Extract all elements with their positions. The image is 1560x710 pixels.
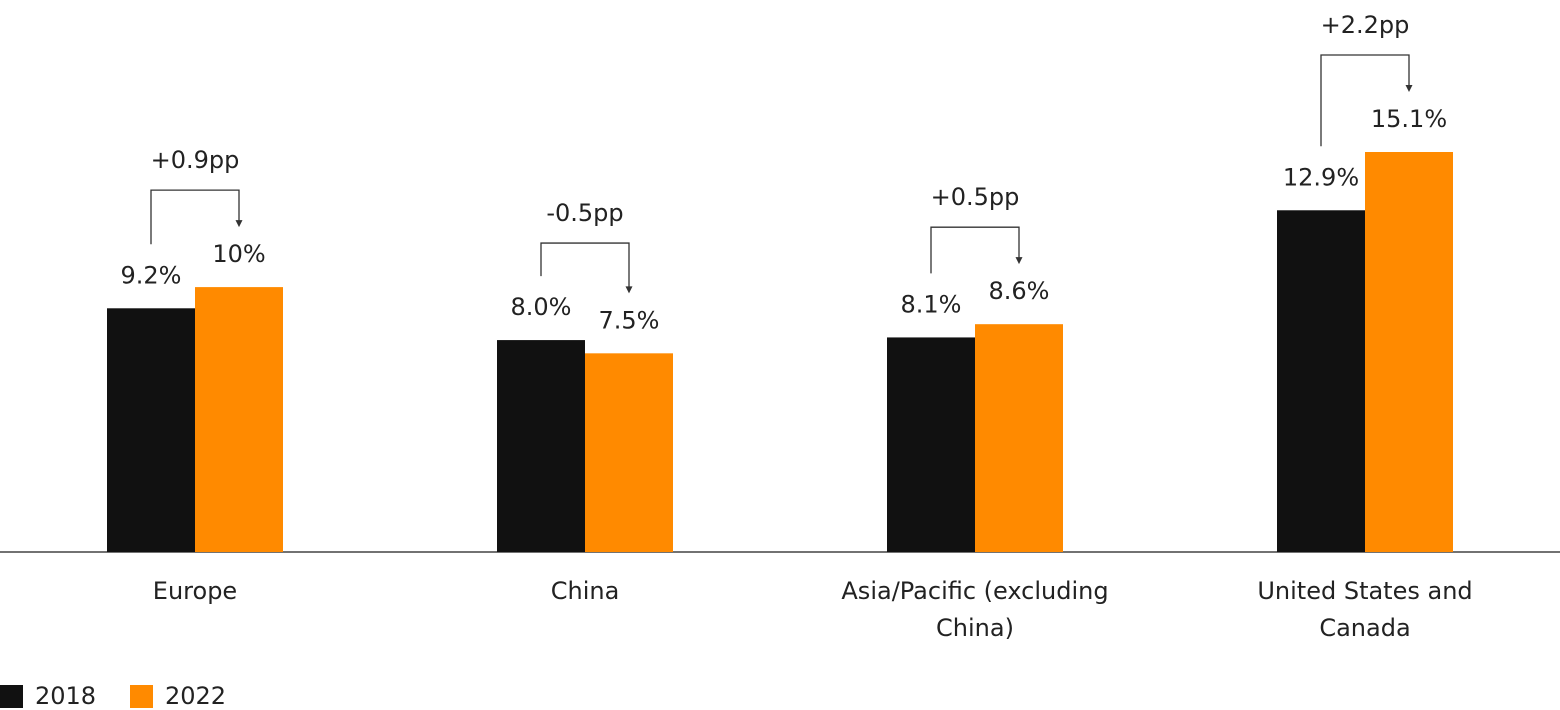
value-label: 12.9% — [1283, 163, 1359, 191]
bar — [107, 308, 195, 552]
category-label: Asia/Pacific (excluding China) — [841, 577, 1109, 642]
category-label: Europe — [152, 577, 238, 605]
bar — [585, 353, 673, 552]
category-label: China — [550, 577, 620, 605]
value-label: 10% — [212, 240, 265, 268]
legend-swatch — [0, 685, 23, 708]
bar — [975, 324, 1063, 552]
value-label: 15.1% — [1371, 105, 1447, 133]
value-label: 8.1% — [901, 290, 962, 318]
bracket — [1320, 54, 1410, 147]
bracket-arrow — [625, 286, 633, 294]
change-annotation: +0.9pp — [151, 146, 240, 174]
change-annotation: -0.5pp — [546, 199, 623, 227]
bar — [195, 287, 283, 552]
bracket — [930, 226, 1020, 274]
bar — [1365, 152, 1453, 552]
value-label: 9.2% — [121, 261, 182, 289]
change-annotation: +2.2pp — [1321, 11, 1410, 39]
value-label: 8.0% — [511, 293, 572, 321]
category-label: United States and Canada — [1257, 577, 1473, 642]
bar — [887, 337, 975, 552]
bracket — [540, 242, 630, 292]
legend-label: 2018 — [35, 682, 96, 710]
change-annotation: +0.5pp — [931, 183, 1020, 211]
value-label: 8.6% — [989, 277, 1050, 305]
bar — [497, 340, 585, 552]
legend-label: 2022 — [165, 682, 226, 710]
bracket-arrow — [1405, 85, 1413, 92]
value-label: 7.5% — [599, 306, 660, 334]
bar — [1277, 210, 1365, 553]
bracket — [150, 189, 240, 245]
bracket-arrow — [1015, 257, 1023, 265]
legend-swatch — [130, 685, 153, 708]
bracket-arrow — [235, 220, 243, 228]
